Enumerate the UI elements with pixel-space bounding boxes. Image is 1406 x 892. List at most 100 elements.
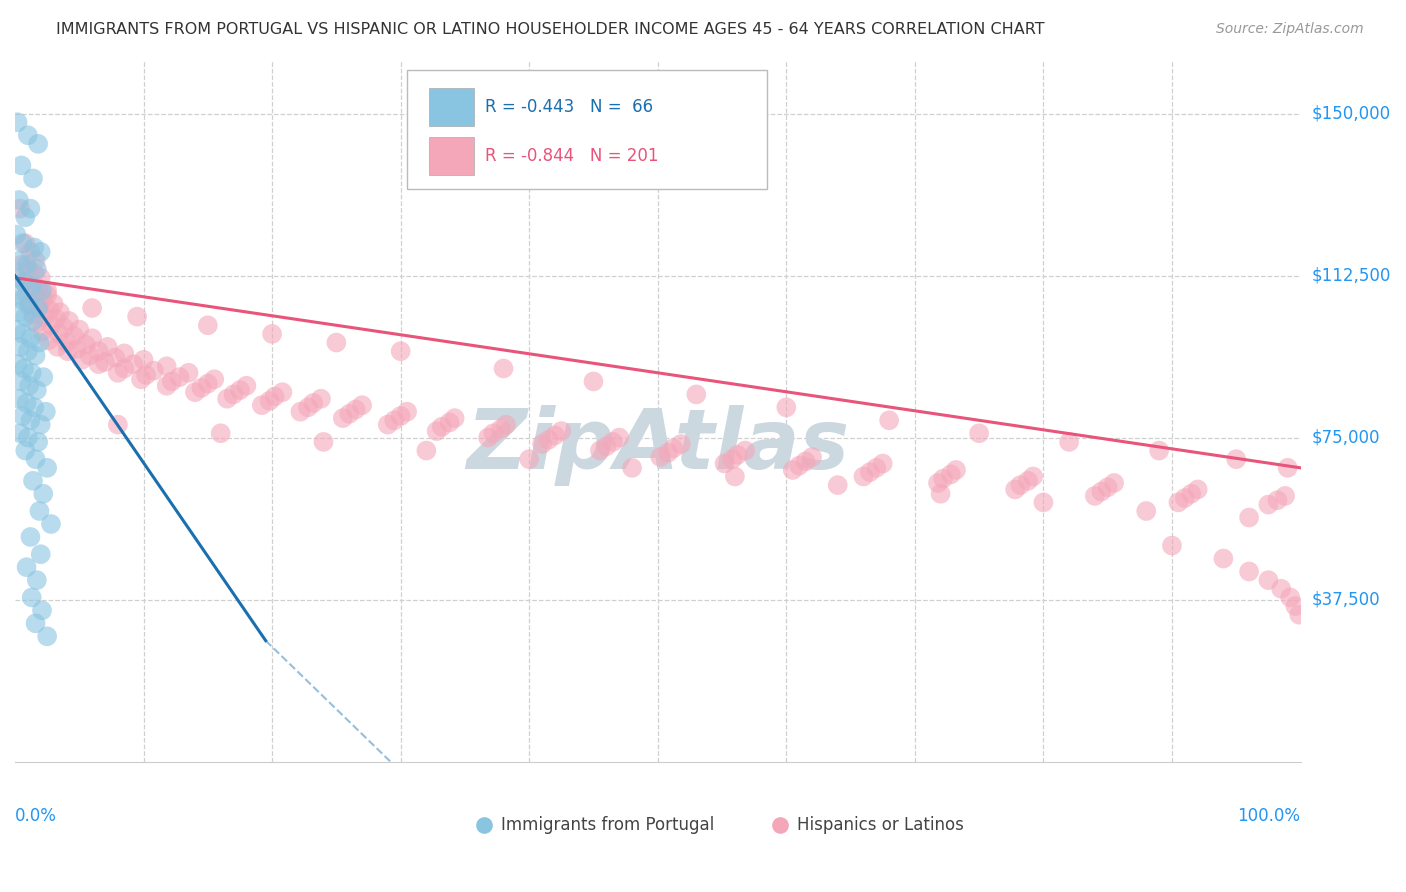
Point (325, 335, 347, 350)
Point (607, 431, 630, 445)
Point (104, 351, 127, 365)
Point (662, 442, 685, 456)
Point (30, 244, 52, 259)
Point (30, 417, 52, 432)
Point (63, 329, 86, 343)
Point (56, 344, 79, 359)
Point (271, 385, 294, 400)
Point (82, 331, 104, 345)
Point (156, 378, 179, 392)
Point (929, 487, 952, 501)
Point (42, 296, 65, 310)
Point (21, 474, 44, 488)
Point (6, 288, 28, 302)
Point (24, 452, 46, 467)
Point (79, 349, 101, 363)
Point (17, 128, 39, 143)
Point (259, 393, 281, 408)
Text: ZipAtlas: ZipAtlas (467, 405, 849, 486)
Point (107, 366, 129, 380)
Point (859, 465, 882, 479)
Point (177, 366, 200, 380)
Point (1237, 510, 1260, 524)
Point (21, 314, 44, 328)
Point (939, 467, 962, 482)
Point (10, 375, 32, 389)
Point (66, 342, 89, 356)
Point (32, 370, 55, 384)
FancyBboxPatch shape (429, 136, 474, 176)
Point (112, 346, 135, 360)
Text: Immigrants from Portugal: Immigrants from Portugal (501, 816, 714, 834)
Point (439, 416, 461, 430)
Point (312, 434, 335, 449)
Text: $75,000: $75,000 (1312, 428, 1381, 447)
Point (775, 401, 797, 415)
Point (724, 469, 747, 483)
Point (669, 437, 692, 451)
Point (7, 392, 30, 406)
Point (27, 136, 49, 151)
Point (550, 424, 572, 438)
Point (1004, 483, 1026, 497)
Point (82, 301, 104, 315)
Text: Source: ZipAtlas.com: Source: ZipAtlas.com (1216, 22, 1364, 37)
Point (45, 311, 67, 326)
Point (650, 450, 672, 464)
Text: R = -0.844   N = 201: R = -0.844 N = 201 (485, 147, 659, 166)
Point (27, 281, 49, 295)
Point (202, 372, 225, 386)
Point (602, 434, 624, 449)
Point (1267, 493, 1289, 508)
Point (1032, 495, 1054, 509)
Point (21, 366, 44, 380)
Point (20, 202, 42, 216)
Point (30, 547, 52, 561)
Point (28, 504, 51, 518)
Point (945, 463, 967, 477)
Point (13, 275, 35, 289)
Point (377, 417, 399, 432)
Point (25, 262, 48, 277)
Point (75, 337, 97, 351)
Point (169, 370, 191, 384)
Point (31, 284, 53, 298)
Point (865, 460, 887, 475)
FancyBboxPatch shape (429, 87, 474, 127)
Point (38, 303, 60, 318)
Point (1274, 489, 1296, 503)
Point (27, 301, 49, 315)
Point (112, 361, 135, 376)
Point (18, 299, 41, 313)
Point (727, 448, 749, 462)
Point (37, 460, 59, 475)
Point (13, 361, 35, 376)
Point (17, 262, 39, 277)
Point (55, 335, 77, 350)
Point (8, 426, 31, 441)
Point (10, 158, 32, 172)
Point (6, 323, 28, 337)
Point (94, 355, 117, 369)
Text: 0.0%: 0.0% (15, 807, 56, 825)
Point (595, 439, 617, 453)
Point (801, 450, 824, 464)
Point (582, 375, 605, 389)
Point (24, 253, 46, 268)
Point (25, 383, 48, 397)
Point (517, 452, 540, 467)
Point (685, 387, 707, 401)
Point (621, 460, 644, 475)
Point (932, 472, 955, 486)
Point (1017, 474, 1039, 488)
Point (107, 417, 129, 432)
Point (34, 310, 56, 324)
Point (229, 383, 252, 397)
Point (25, 316, 48, 330)
Point (15, 288, 38, 302)
Point (389, 409, 412, 423)
Text: Hispanics or Latinos: Hispanics or Latinos (797, 816, 963, 834)
Point (46, 340, 69, 354)
Point (332, 411, 354, 425)
Point (309, 392, 332, 406)
